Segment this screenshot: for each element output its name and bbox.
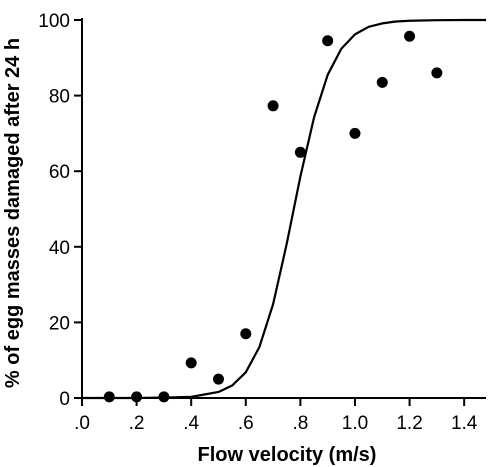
y-tick-label: 100 xyxy=(38,11,70,32)
fitted-curve-line xyxy=(82,18,486,400)
x-tick-label: .2 xyxy=(129,413,145,434)
x-tick-label: .4 xyxy=(183,413,199,434)
y-tick-label: 20 xyxy=(49,313,70,334)
data-point xyxy=(240,328,252,340)
y-tick-label: 40 xyxy=(49,238,70,259)
data-point xyxy=(376,76,388,88)
data-point xyxy=(212,373,224,385)
x-tick-label: 1.0 xyxy=(342,413,368,434)
axis-labels-layer: 0 20 40 60 80 100 .0 .2 .4 .6 .8 1.0 1.2 1.4 Flow velo… xyxy=(2,11,478,466)
data-points-layer xyxy=(103,30,443,403)
axes xyxy=(74,18,486,406)
data-point xyxy=(185,357,197,369)
data-point xyxy=(131,391,143,403)
x-tick-label: .0 xyxy=(74,413,90,434)
data-point xyxy=(103,391,115,403)
x-tick-label: .8 xyxy=(292,413,308,434)
data-point xyxy=(267,100,279,112)
x-tick-label: .6 xyxy=(238,413,254,434)
x-tick-label: 1.4 xyxy=(451,413,478,434)
data-point xyxy=(158,391,170,403)
fitted-curve-layer xyxy=(82,18,486,400)
y-tick-label: 80 xyxy=(49,87,70,108)
data-point xyxy=(349,127,361,139)
data-point xyxy=(404,30,416,42)
data-point xyxy=(431,67,443,79)
y-tick-label: 0 xyxy=(59,389,70,410)
x-tick-label: 1.2 xyxy=(396,413,422,434)
x-axis-title: Flow velocity (m/s) xyxy=(198,444,377,466)
y-tick-label: 60 xyxy=(49,162,70,183)
data-point xyxy=(294,146,306,158)
y-axis-title: % of egg masses damaged after 24 h xyxy=(2,38,24,388)
data-point xyxy=(322,35,334,47)
